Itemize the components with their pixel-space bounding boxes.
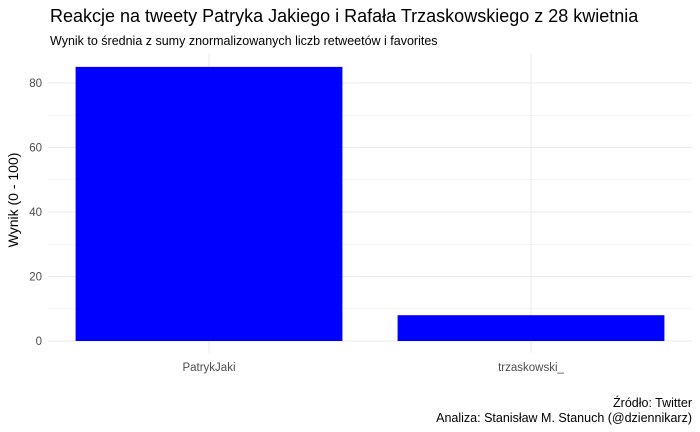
x-tick-label: PatrykJaki [182, 362, 235, 374]
chart-caption: Źródło: Twitter Analiza: Stanisław M. St… [436, 396, 692, 426]
ticks-layer: PatrykJaki trzaskowski_ 0 20 40 60 80 [29, 78, 564, 374]
y-tick-label: 40 [29, 207, 42, 219]
y-tick-label: 60 [29, 143, 42, 155]
bar-patrykjaki [75, 66, 343, 341]
caption-source: Źródło: Twitter [613, 396, 692, 410]
chart-subtitle: Wynik to średnia z sumy znormalizowanych… [50, 34, 438, 48]
y-tick-label: 80 [29, 78, 42, 90]
chart-title: Reakcje na tweety Patryka Jakiego i Rafa… [50, 6, 639, 26]
y-tick-label: 20 [29, 272, 42, 284]
caption-analysis: Analiza: Stanisław M. Stanuch (@dziennik… [436, 411, 692, 425]
y-axis-title: Wynik (0 - 100) [5, 153, 21, 248]
y-tick-label: 0 [36, 336, 42, 348]
x-tick-label: trzaskowski_ [498, 362, 564, 374]
bar-trzaskowski [397, 315, 665, 341]
bars-layer [75, 66, 665, 341]
